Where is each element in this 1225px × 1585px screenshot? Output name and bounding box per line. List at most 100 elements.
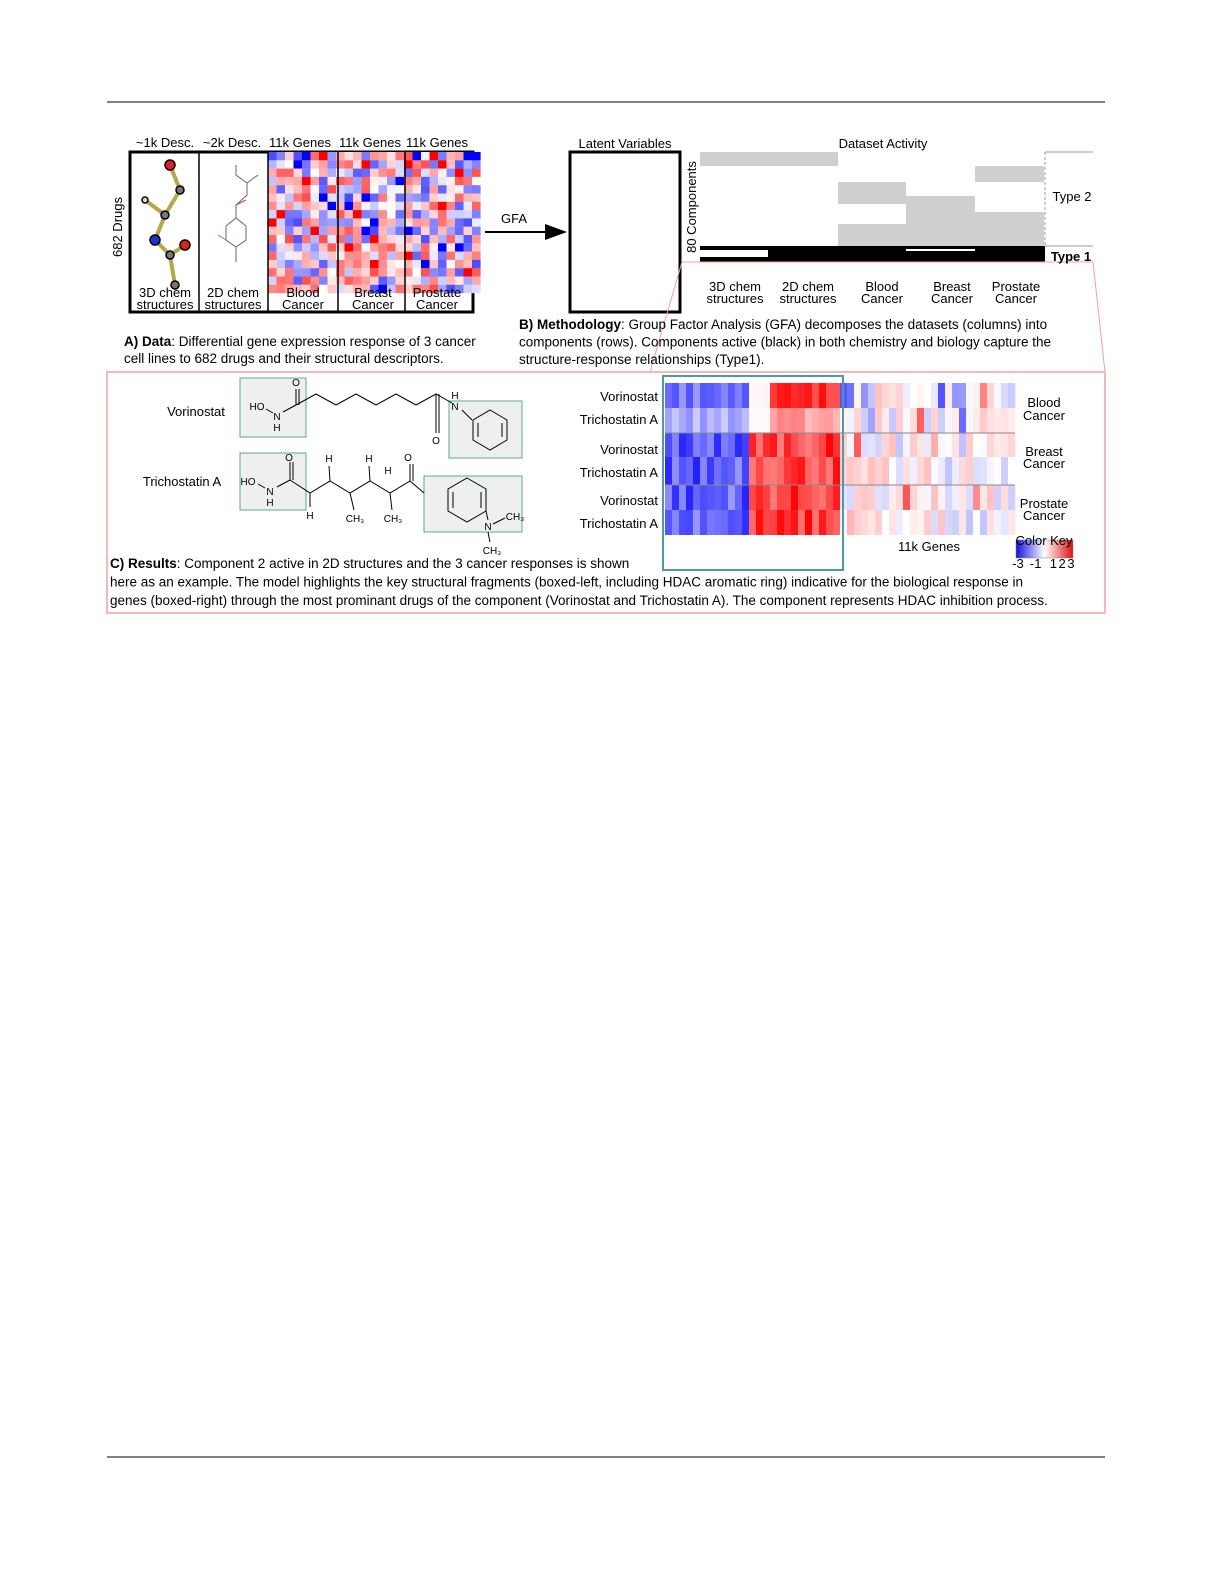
heatmap-cell — [370, 185, 379, 194]
heatmap-cell — [412, 160, 422, 169]
heatmap-cell — [819, 408, 827, 433]
heatmap-cell — [285, 160, 294, 169]
heatmap-cell — [721, 485, 729, 510]
heatmap-cell — [429, 152, 439, 161]
heatmap-cell — [679, 408, 687, 433]
heatmap-cell — [412, 226, 422, 236]
heatmap-cell — [421, 251, 430, 260]
heatmap-cell — [882, 457, 890, 485]
heatmap-cell — [882, 510, 890, 535]
heatmap-cell — [327, 276, 337, 285]
heatmap-cell — [353, 201, 362, 211]
heatmap-cell — [310, 185, 320, 194]
heatmap-cell — [404, 268, 413, 277]
heatmap-cell — [353, 276, 362, 285]
heatmap-cell — [952, 383, 960, 408]
heatmap-cell — [438, 276, 447, 285]
heatmap-cell — [404, 251, 413, 260]
heatmap-cell — [412, 243, 422, 252]
heatmap-cell — [805, 485, 813, 510]
heatmap-cell — [319, 251, 328, 260]
atom-label: H — [365, 454, 372, 465]
heatmap-cell — [463, 218, 473, 227]
heatmap-cell — [353, 218, 362, 227]
heatmap-cell — [353, 259, 362, 269]
heatmap-cell — [276, 201, 286, 211]
heatmap-cell — [980, 510, 988, 535]
heatmap-cell — [421, 259, 430, 269]
heatmap-cell — [378, 210, 388, 219]
heatmap-cell — [421, 201, 430, 211]
heatmap-cell — [268, 259, 277, 269]
heatmap-cell — [903, 510, 911, 535]
heatmap-cell — [987, 383, 995, 408]
heatmap-cell — [370, 226, 379, 236]
color-key-title: Color Key — [1015, 533, 1073, 548]
heatmap-cell — [429, 210, 439, 219]
atom-label: N — [451, 402, 458, 413]
heatmap-cell — [387, 284, 396, 294]
heatmap-cell — [707, 383, 715, 408]
heatmap-cell — [412, 218, 422, 227]
heatmap-cell — [472, 284, 481, 294]
heatmap-cell — [395, 201, 405, 211]
caption-text: structure-response relationships (Type1)… — [519, 352, 764, 367]
heatmap-cell — [412, 276, 422, 285]
heatmap-cell — [429, 176, 439, 186]
heatmap-cell — [276, 193, 286, 202]
heatmap-cell — [472, 176, 481, 186]
heatmap-cell — [728, 485, 736, 510]
heatmap-cell — [896, 485, 904, 510]
heatmap-cell — [756, 383, 764, 408]
heatmap-cell — [293, 176, 303, 186]
heatmap-cell — [327, 251, 337, 260]
heatmap-cell — [361, 176, 371, 186]
heatmap-cell — [868, 457, 876, 485]
heatmap-cell — [959, 383, 967, 408]
heatmap-cell — [378, 201, 388, 211]
heatmap-cell — [429, 218, 439, 227]
heatmap-cell — [812, 457, 820, 485]
heatmap-cell — [910, 510, 918, 535]
heatmap-cell — [268, 284, 277, 294]
heatmap-cell — [319, 235, 328, 244]
heatmap-cell — [917, 457, 925, 485]
heatmap-cell — [395, 218, 405, 227]
heatmap-cell — [293, 185, 303, 194]
heatmap-cell — [327, 152, 337, 161]
cancer-label: Cancer — [1023, 508, 1066, 523]
heatmap-cell — [854, 510, 862, 535]
heatmap-cell — [327, 160, 337, 169]
heatmap-cell — [472, 226, 481, 236]
heatmap-cell — [446, 160, 456, 169]
cancer-label: Breast — [1025, 444, 1063, 459]
heatmap-cell — [924, 510, 932, 535]
heatmap-cell — [959, 408, 967, 433]
heatmap-cell — [268, 251, 277, 260]
caption-line: structure-response relationships (Type1)… — [519, 352, 764, 367]
column-label: Breast — [354, 285, 392, 300]
column-header: 11k Genes — [269, 135, 331, 150]
heatmap-cell — [973, 457, 981, 485]
heatmap-cell — [1008, 408, 1016, 433]
heatmap-cell — [903, 457, 911, 485]
heatmap-cell — [302, 235, 311, 244]
heatmap-cell — [395, 276, 405, 285]
heatmap-cell — [777, 457, 785, 485]
heatmap-cell — [276, 259, 286, 269]
heatmap-cell — [805, 510, 813, 535]
heatmap-cell — [721, 383, 729, 408]
heatmap-cell — [756, 510, 764, 535]
heatmap-cell — [798, 408, 806, 433]
heatmap-cell — [412, 201, 422, 211]
heatmap-cell — [938, 383, 946, 408]
heatmap-cell — [805, 408, 813, 433]
gene-box — [662, 375, 844, 571]
column-label: Cancer — [931, 291, 974, 306]
heatmap-cell — [293, 268, 303, 277]
latent-box — [568, 150, 682, 314]
heatmap-cell — [826, 457, 834, 485]
heatmap-cell — [693, 510, 701, 535]
heatmap-cell — [285, 226, 294, 236]
